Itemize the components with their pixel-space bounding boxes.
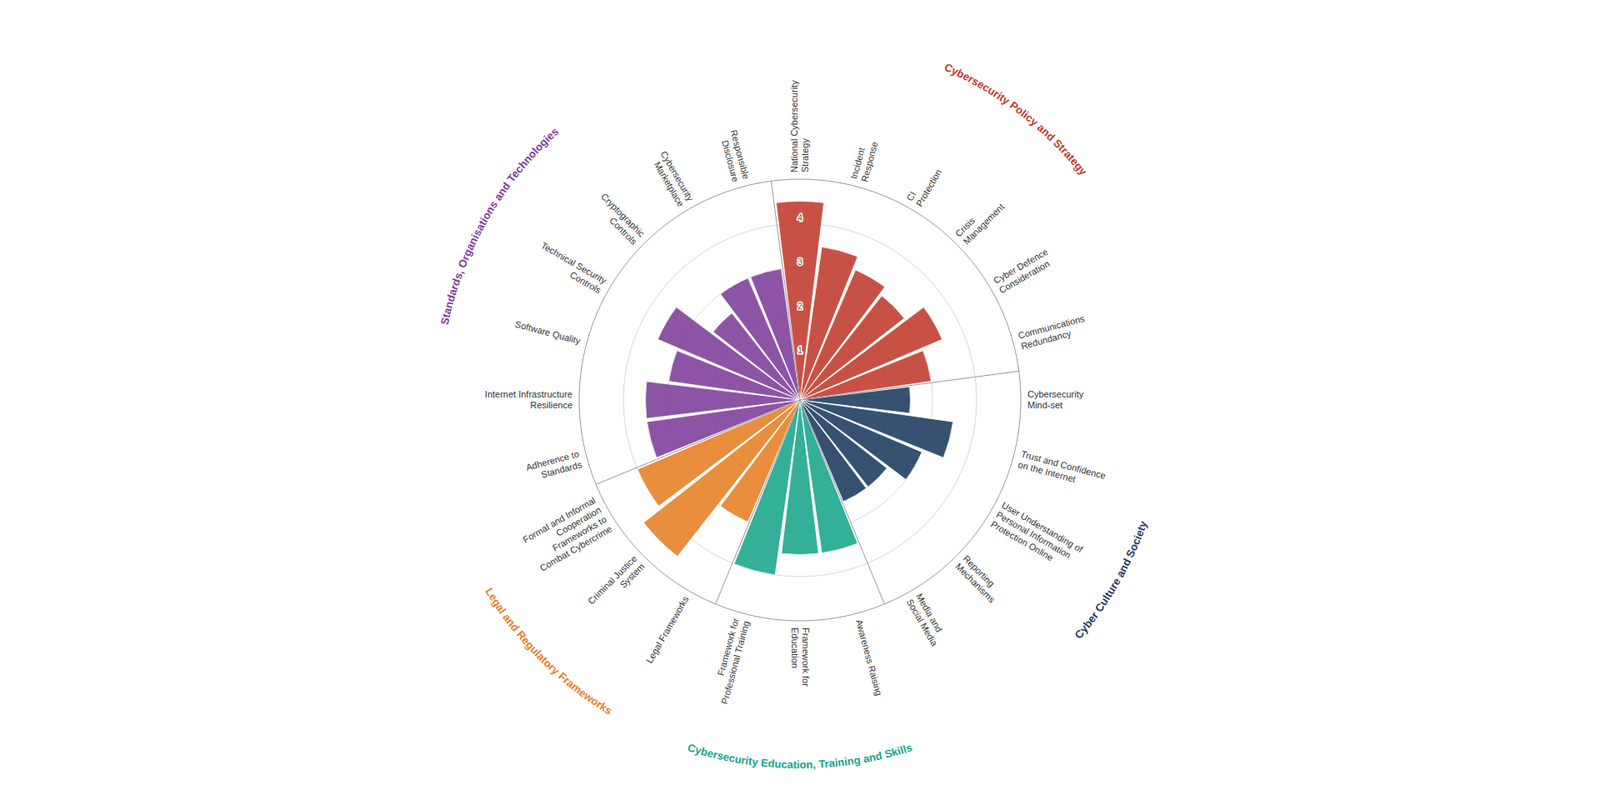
category-label-line: Professional Training — [719, 620, 751, 705]
category-label-line: Controls — [607, 215, 640, 247]
separator — [800, 370, 1020, 400]
category-labels: National CybersecurityStrategy IncidentRe… — [485, 80, 1107, 705]
group-label-path-text: Standards, Organisations and Technologie… — [438, 125, 561, 326]
category-label: Framework forEducation — [790, 627, 811, 687]
bar — [750, 269, 800, 400]
category-label-line: Standards — [540, 459, 584, 480]
category-label: National CybersecurityStrategy — [789, 80, 810, 173]
category-label-line: Education — [790, 627, 800, 669]
separators — [595, 180, 1020, 605]
category-label-line: Protection — [914, 167, 944, 209]
tick-label: 3 — [797, 257, 803, 267]
group-label: Cybersecurity Policy and Strategy — [942, 60, 1090, 179]
category-label: Criminal JusticeSystem — [585, 553, 647, 615]
category-label-line: Social Media — [905, 597, 940, 649]
category-label: Framework forProfessional Training — [708, 616, 751, 705]
separator — [715, 400, 800, 605]
group-label: Cybersecurity Education, Training and Sk… — [685, 740, 914, 771]
group-label: Cyber Culture and Society — [1072, 518, 1150, 641]
tick-label: 1 — [797, 345, 803, 355]
category-label-line: Mind-set — [1027, 400, 1063, 410]
radial-axis-frame — [579, 179, 1021, 621]
category-label: CIProtection — [904, 161, 944, 208]
category-label: ReportingMechanisms — [953, 553, 1005, 605]
category-label: CommunicationsRedundancy — [1016, 313, 1089, 352]
category-label: Media andSocial Media — [905, 591, 950, 649]
category-label-line: Marketplace — [652, 160, 686, 209]
separator — [595, 400, 800, 485]
category-label-line: Redundancy — [1020, 328, 1073, 352]
category-label: Software Quality — [514, 319, 583, 347]
category-label-line: Combat Cybercrime — [538, 523, 615, 573]
category-label: Adherence toStandards — [525, 448, 584, 483]
bar — [800, 307, 943, 400]
category-label: User Understanding ofPersonal Informatio… — [989, 500, 1085, 575]
category-label: CybersecurityMarketplace — [649, 149, 696, 209]
category-label-line: Management — [960, 201, 1006, 247]
category-label-line: Cybersecurity — [1027, 389, 1085, 400]
tick-label: 4 — [797, 213, 803, 223]
tick-label: 2 — [797, 301, 803, 311]
category-label-line: Consideration — [997, 258, 1052, 295]
category-label: Awareness Raising — [854, 618, 885, 697]
category-label-line: Controls — [568, 269, 604, 295]
category-label: ResponsibleDisclosure — [718, 129, 752, 184]
category-label: Legal Frameworks — [644, 594, 691, 665]
category-label: Internet InfrastructureResilience — [485, 389, 573, 410]
category-label: CrisisManagement — [953, 194, 1006, 247]
separator — [770, 180, 800, 400]
radial-ticks: 1 2 3 4 — [797, 213, 803, 355]
category-label: Formal and InformalCooperationFrameworks… — [520, 495, 614, 574]
bars — [637, 200, 954, 575]
category-label-line: on the Internet — [1016, 459, 1077, 485]
group-label-path-text: Cybersecurity Education, Training and Sk… — [685, 740, 914, 771]
plot: 1 2 3 4 National CybersecurityStrategy Incide… — [438, 60, 1150, 771]
category-label-line: Software Quality — [514, 319, 583, 347]
group-label: Legal and Regulatory Frameworks — [482, 585, 615, 718]
category-label: Cyber DefenceConsideration — [991, 246, 1055, 296]
group-labels: Cybersecurity Policy and Strategy Cyber C… — [438, 60, 1150, 771]
category-label-line: System — [617, 560, 646, 590]
group-label: Standards, Organisations and Technologie… — [438, 125, 561, 326]
category-label-line: National Cybersecurity — [789, 80, 800, 173]
category-label-line: Legal Frameworks — [644, 594, 691, 665]
category-label: IncidentResponse — [848, 137, 880, 183]
group-label-path-text: Cyber Culture and Society — [1072, 518, 1150, 641]
category-label-line: Framework for — [800, 627, 811, 687]
category-label-line: Internet Infrastructure — [485, 389, 573, 400]
chart: 1 2 3 4 National CybersecurityStrategy Incide… — [0, 0, 1600, 800]
category-label-line: Disclosure — [720, 139, 741, 184]
category-label-line: Strategy — [800, 138, 810, 173]
category-label: CryptographicControls — [591, 191, 648, 248]
category-label-line: Response — [859, 140, 880, 184]
group-label-path-text: Legal and Regulatory Frameworks — [482, 585, 615, 718]
group-label-path-text: Cybersecurity Policy and Strategy — [942, 60, 1090, 179]
separator — [800, 400, 885, 605]
category-label-line: Mechanisms — [953, 560, 997, 605]
category-label-line: Resilience — [530, 400, 573, 410]
category-label: Trust and Confidenceon the Internet — [1016, 448, 1107, 491]
category-label: CybersecurityMind-set — [1027, 389, 1085, 410]
category-label: Technical SecurityControls — [534, 240, 610, 295]
category-label-line: Protection Online — [989, 519, 1055, 564]
category-label-line: Awareness Raising — [854, 618, 885, 697]
